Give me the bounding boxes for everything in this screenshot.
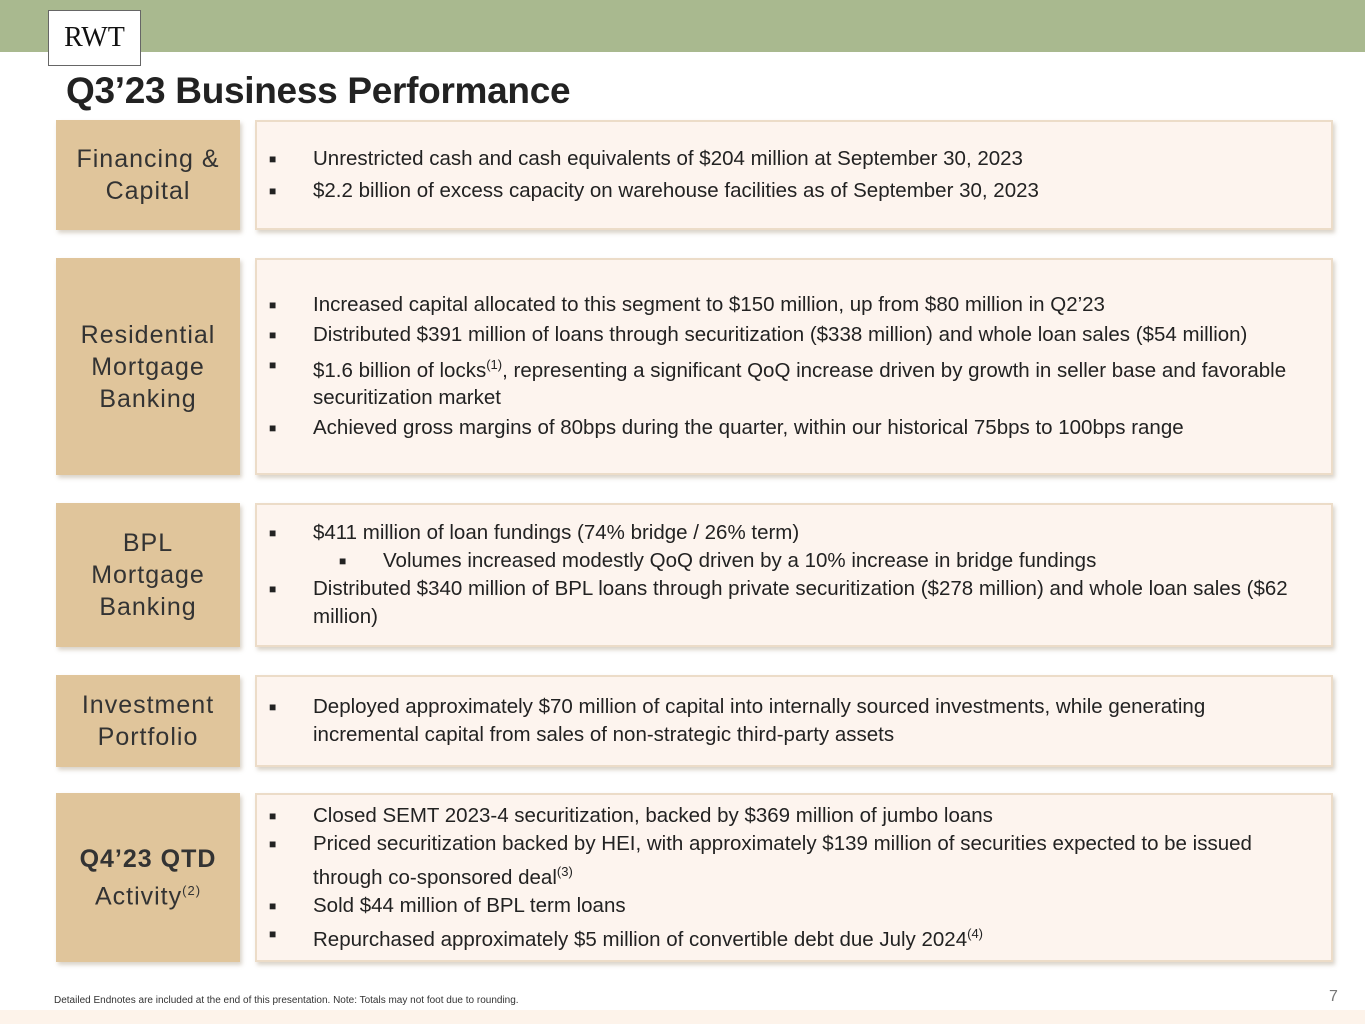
- footer-strip: [0, 1010, 1365, 1024]
- section-content-residential: ■ Increased capital allocated to this seg…: [255, 258, 1333, 475]
- section-label-investment: Investment Portfolio: [56, 675, 240, 767]
- bullet: ■ Sold $44 million of BPL term loans: [269, 893, 626, 917]
- page-title: Q3’23 Business Performance: [66, 70, 571, 111]
- logo: RWT: [48, 10, 141, 66]
- section-label-bpl: BPL Mortgage Banking: [56, 503, 240, 647]
- bullet: ■ $1.6 billion of locks(1), representing …: [269, 356, 1287, 410]
- bullet: ■ Unrestricted cash and cash equivalents …: [269, 147, 1023, 170]
- bullet: ■ Distributed $340 million of BPL loans t…: [269, 577, 1288, 628]
- section-content-investment: ■ Deployed approximately $70 million of c…: [255, 675, 1333, 767]
- bullet: ■ Achieved gross margins of 80bps during …: [269, 416, 1184, 440]
- bullet: ■ Repurchased approximately $5 million of…: [269, 925, 983, 951]
- bullet: ■ Priced securitization backed by HEI, wi…: [269, 831, 1252, 889]
- page-number: 7: [1329, 988, 1338, 1005]
- section-content-bpl: ■ $411 million of loan fundings (74% brid…: [255, 503, 1333, 647]
- bullet: ■ Deployed approximately $70 million of c…: [269, 695, 1206, 746]
- footnote: Detailed Endnotes are included at the en…: [54, 995, 519, 1006]
- bullet: ■ $2.2 billion of excess capacity on ware…: [269, 179, 1039, 202]
- section-content-q4-activity: ■ Closed SEMT 2023-4 securitization, back…: [255, 793, 1333, 962]
- section-label-q4-activity: Q4’23 QTD Activity(2): [56, 793, 240, 962]
- section-content-financing: ■ Unrestricted cash and cash equivalents …: [255, 120, 1333, 230]
- section-label-financing: Financing & Capital: [56, 120, 240, 230]
- bullet: ■ Distributed $391 million of loans throu…: [269, 322, 1248, 346]
- sub-bullet: ■ Volumes increased modestly QoQ driven b…: [339, 549, 1097, 572]
- bullet: ■ $411 million of loan fundings (74% brid…: [269, 521, 800, 544]
- header-band: [0, 0, 1365, 52]
- bullet: ■ Increased capital allocated to this seg…: [269, 292, 1105, 316]
- bullet: ■ Closed SEMT 2023-4 securitization, back…: [269, 803, 993, 827]
- section-label-residential: Residential Mortgage Banking: [56, 258, 240, 475]
